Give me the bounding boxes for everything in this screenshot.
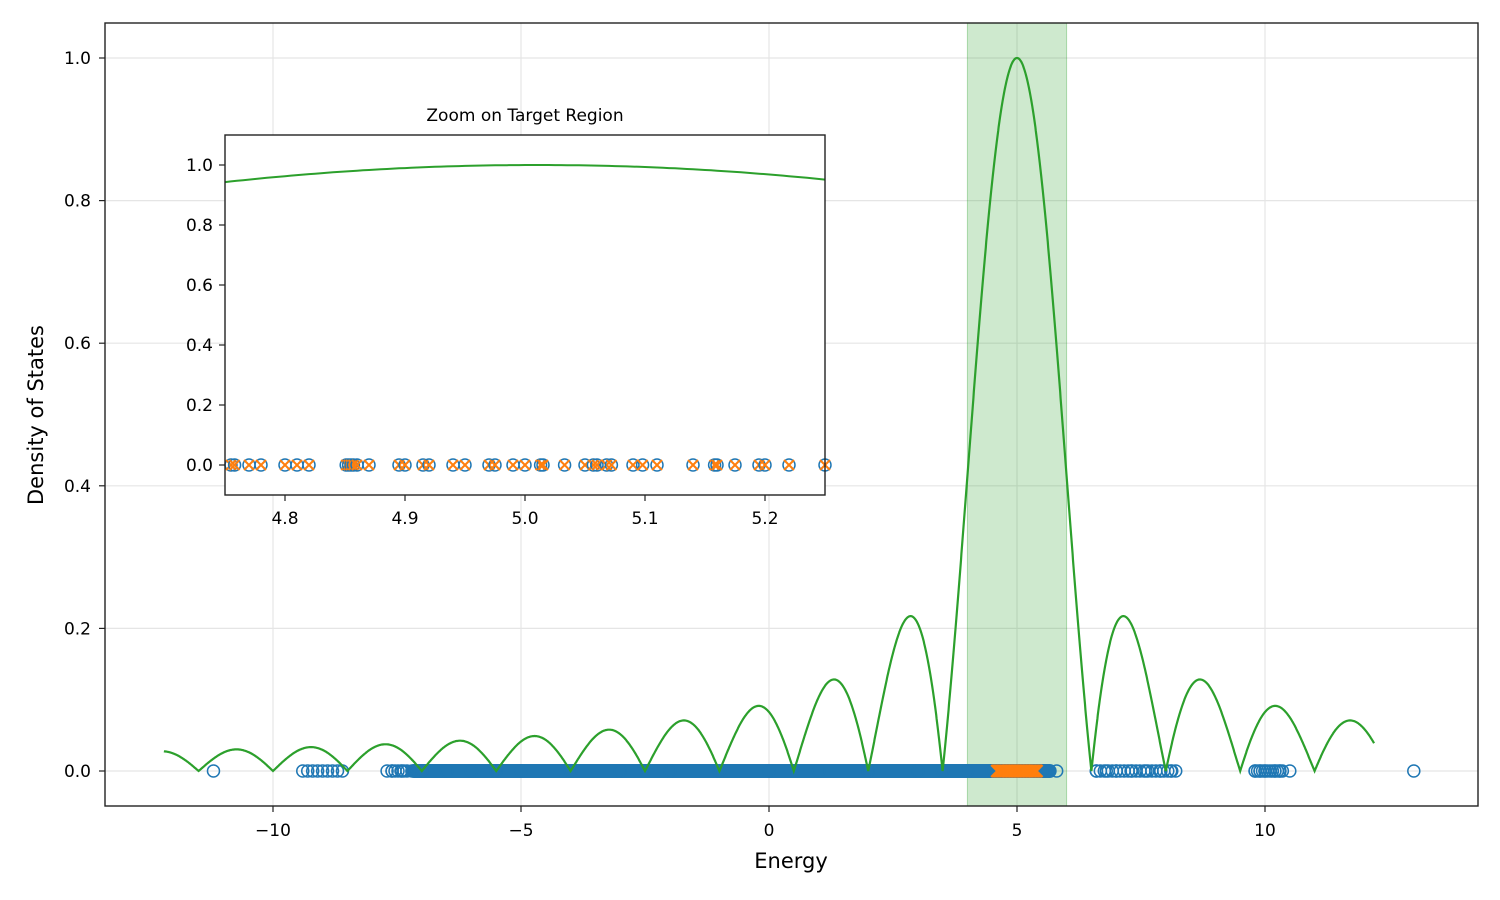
- inset-y-tick-label: 0.4: [186, 336, 213, 356]
- inset-x-tick-label: 5.1: [631, 509, 658, 529]
- inset-x-tick-label: 4.8: [271, 509, 298, 529]
- inset-dos-curve: [224, 164, 826, 184]
- inset-x-ticks: 4.8 4.9 5.0 5.1 5.2: [271, 495, 779, 529]
- main-x-ticks: −10 −5 0 5 10: [255, 806, 1276, 841]
- x-tick-label: −10: [255, 821, 291, 841]
- y-tick-label: 0.2: [64, 619, 91, 639]
- inset-y-ticks: 0.0 0.2 0.4 0.6 0.8 1.0: [186, 156, 225, 476]
- target-eigenvalue-markers: [990, 764, 1044, 778]
- y-tick-label: 0.6: [64, 334, 91, 354]
- x-tick-label: 5: [1012, 821, 1023, 841]
- y-axis-label: Density of States: [24, 325, 48, 505]
- x-axis-label: Energy: [754, 849, 828, 873]
- dos-curve: [163, 56, 1376, 775]
- y-tick-label: 0.8: [64, 192, 91, 212]
- inset-y-tick-label: 0.0: [186, 456, 213, 476]
- inset-x-tick-label: 5.2: [751, 509, 778, 529]
- inset-x-tick-label: 5.0: [511, 509, 538, 529]
- inset-title: Zoom on Target Region: [426, 106, 623, 126]
- inset-x-tick-label: 4.9: [391, 509, 418, 529]
- main-y-ticks: 0.0 0.2 0.4 0.6 0.8 1.0: [64, 49, 105, 782]
- x-tick-label: 10: [1254, 821, 1276, 841]
- y-tick-label: 1.0: [64, 49, 91, 69]
- inset-y-tick-label: 0.2: [186, 396, 213, 416]
- target-region-band: [966, 22, 1068, 807]
- main-axes-frame: [104, 22, 1479, 807]
- inset-y-tick-label: 1.0: [186, 156, 213, 176]
- inset-y-tick-label: 0.6: [186, 276, 213, 296]
- x-tick-label: −5: [508, 821, 533, 841]
- inset-axes: 4.8 4.9 5.0 5.1 5.2 0.0 0.2 0.4 0.6 0.8 1.0 Zoom …: [186, 106, 832, 529]
- inset-y-tick-label: 0.8: [186, 216, 213, 236]
- y-tick-label: 0.0: [64, 762, 91, 782]
- y-tick-label: 0.4: [64, 477, 91, 497]
- x-tick-label: 0: [764, 821, 775, 841]
